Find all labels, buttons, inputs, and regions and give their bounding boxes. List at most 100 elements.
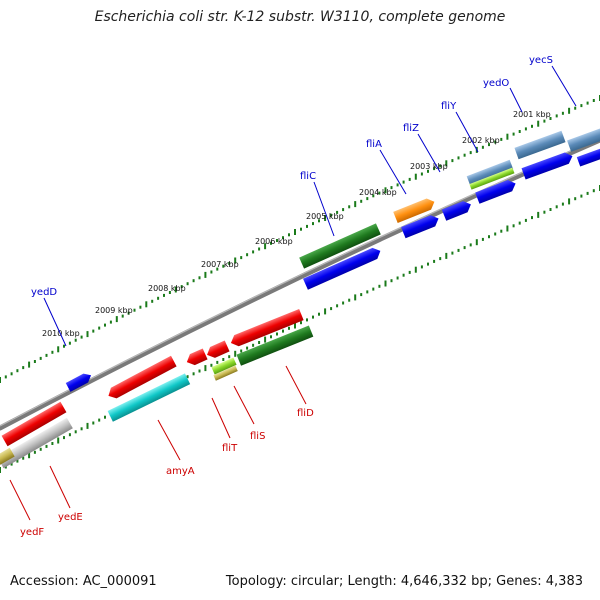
tick-mark bbox=[494, 140, 497, 144]
gene-label-fliT[interactable]: fliT bbox=[222, 443, 238, 454]
gene-feature[interactable] bbox=[0, 417, 73, 469]
gene-label-fliZ[interactable]: fliZ bbox=[403, 123, 419, 134]
gene-feature[interactable] bbox=[236, 325, 314, 366]
gene-feature[interactable] bbox=[205, 340, 230, 360]
tick-mark bbox=[457, 156, 460, 160]
tick-mark bbox=[445, 252, 448, 259]
gene-label-fliY[interactable]: fliY bbox=[441, 101, 457, 112]
tick-mark bbox=[39, 356, 42, 360]
tick-mark bbox=[451, 159, 454, 163]
gene-feature[interactable] bbox=[469, 167, 515, 190]
tick-mark bbox=[396, 276, 399, 280]
gene-feature[interactable] bbox=[1, 401, 67, 447]
gene-feature[interactable] bbox=[107, 373, 191, 422]
tick-mark bbox=[318, 219, 320, 223]
tick-mark bbox=[506, 133, 509, 140]
tick-mark bbox=[574, 106, 577, 110]
tick-mark bbox=[139, 305, 142, 309]
gene-label-yedF[interactable]: yedF bbox=[20, 527, 44, 538]
gene-feature[interactable] bbox=[213, 365, 238, 381]
gene-feature[interactable] bbox=[229, 308, 304, 349]
tick-mark bbox=[121, 314, 124, 318]
gene-feature[interactable] bbox=[576, 147, 600, 167]
tick-mark bbox=[270, 335, 272, 339]
gene-feature[interactable] bbox=[211, 357, 237, 375]
tick-mark bbox=[258, 341, 261, 344]
gene-feature[interactable] bbox=[475, 178, 518, 204]
tick-mark bbox=[264, 243, 267, 250]
gene-feature[interactable] bbox=[303, 245, 383, 290]
gene-feature[interactable] bbox=[106, 355, 177, 401]
gene-label-fliD[interactable]: fliD bbox=[297, 408, 314, 419]
tick-mark bbox=[92, 329, 95, 333]
tick-mark bbox=[0, 467, 1, 473]
tick-mark bbox=[330, 307, 333, 311]
gene-label-fliA[interactable]: fliA bbox=[366, 139, 382, 150]
gene-label-yedE[interactable]: yedE bbox=[58, 512, 83, 523]
tick-mark bbox=[168, 291, 171, 294]
gene-feature[interactable] bbox=[466, 159, 514, 186]
gene-feature[interactable] bbox=[184, 348, 208, 367]
tick-mark bbox=[439, 257, 442, 261]
tick-mark bbox=[234, 350, 237, 357]
tick-mark bbox=[372, 194, 375, 198]
tick-mark bbox=[500, 229, 503, 233]
tick-mark bbox=[4, 375, 7, 379]
gene-feature[interactable] bbox=[514, 130, 566, 160]
tick-mark bbox=[312, 222, 314, 226]
tick-mark bbox=[420, 265, 423, 269]
gene-feature[interactable] bbox=[401, 213, 441, 239]
tick-mark bbox=[86, 331, 89, 338]
tick-mark bbox=[198, 276, 201, 280]
tick-mark bbox=[216, 360, 219, 364]
tick-mark bbox=[354, 201, 357, 208]
tick-mark bbox=[427, 169, 429, 173]
tick-mark bbox=[414, 266, 417, 273]
gene-feature[interactable] bbox=[65, 371, 94, 392]
tick-mark bbox=[531, 124, 533, 128]
tick-mark bbox=[360, 199, 363, 203]
gene-label-fliC[interactable]: fliC bbox=[300, 171, 316, 182]
tick-mark bbox=[384, 187, 387, 194]
gene-label-amyA[interactable]: amyA bbox=[166, 466, 195, 477]
tick-mark bbox=[592, 189, 595, 193]
tick-mark bbox=[39, 447, 42, 451]
gene-label-fliS[interactable]: fliS bbox=[250, 431, 265, 442]
kbp-label: 2010 kbp bbox=[42, 329, 80, 338]
gene-label-yecS[interactable]: yecS bbox=[529, 55, 553, 66]
gene-feature[interactable] bbox=[521, 150, 575, 180]
tick-mark bbox=[276, 332, 278, 336]
tick-mark bbox=[98, 418, 101, 422]
tick-mark bbox=[439, 164, 442, 168]
tick-mark bbox=[524, 127, 527, 131]
tick-mark bbox=[445, 160, 448, 167]
tick-mark bbox=[555, 205, 558, 209]
tick-mark bbox=[561, 111, 564, 115]
gene-feature[interactable] bbox=[567, 128, 600, 152]
tick-mark bbox=[234, 257, 237, 264]
gene-feature[interactable] bbox=[441, 199, 473, 221]
tick-mark bbox=[537, 120, 540, 127]
tick-mark bbox=[28, 452, 31, 459]
tick-mark bbox=[16, 459, 19, 463]
forward-strand-genes bbox=[65, 128, 600, 392]
tick-mark bbox=[270, 241, 272, 245]
gene-label-yedO[interactable]: yedO bbox=[483, 78, 509, 89]
tick-mark bbox=[264, 336, 267, 343]
gene-feature[interactable] bbox=[299, 223, 381, 269]
gene-label-yedD[interactable]: yedD bbox=[31, 287, 57, 298]
tick-mark bbox=[336, 304, 339, 308]
tick-mark bbox=[427, 262, 429, 266]
tick-mark bbox=[63, 436, 65, 440]
tick-mark bbox=[348, 205, 351, 209]
gene-feature[interactable] bbox=[393, 196, 436, 224]
tick-mark bbox=[402, 180, 405, 184]
tick-mark bbox=[192, 279, 195, 283]
tick-mark bbox=[524, 218, 527, 222]
kbp-labels: 2001 kbp 2002 kbp 2003 kbp 2004 kbp 2005… bbox=[42, 110, 551, 338]
tick-mark bbox=[574, 197, 577, 201]
tick-mark bbox=[16, 369, 19, 373]
tick-mark bbox=[433, 167, 436, 171]
tick-mark bbox=[580, 104, 583, 108]
gene-feature[interactable] bbox=[0, 447, 15, 467]
